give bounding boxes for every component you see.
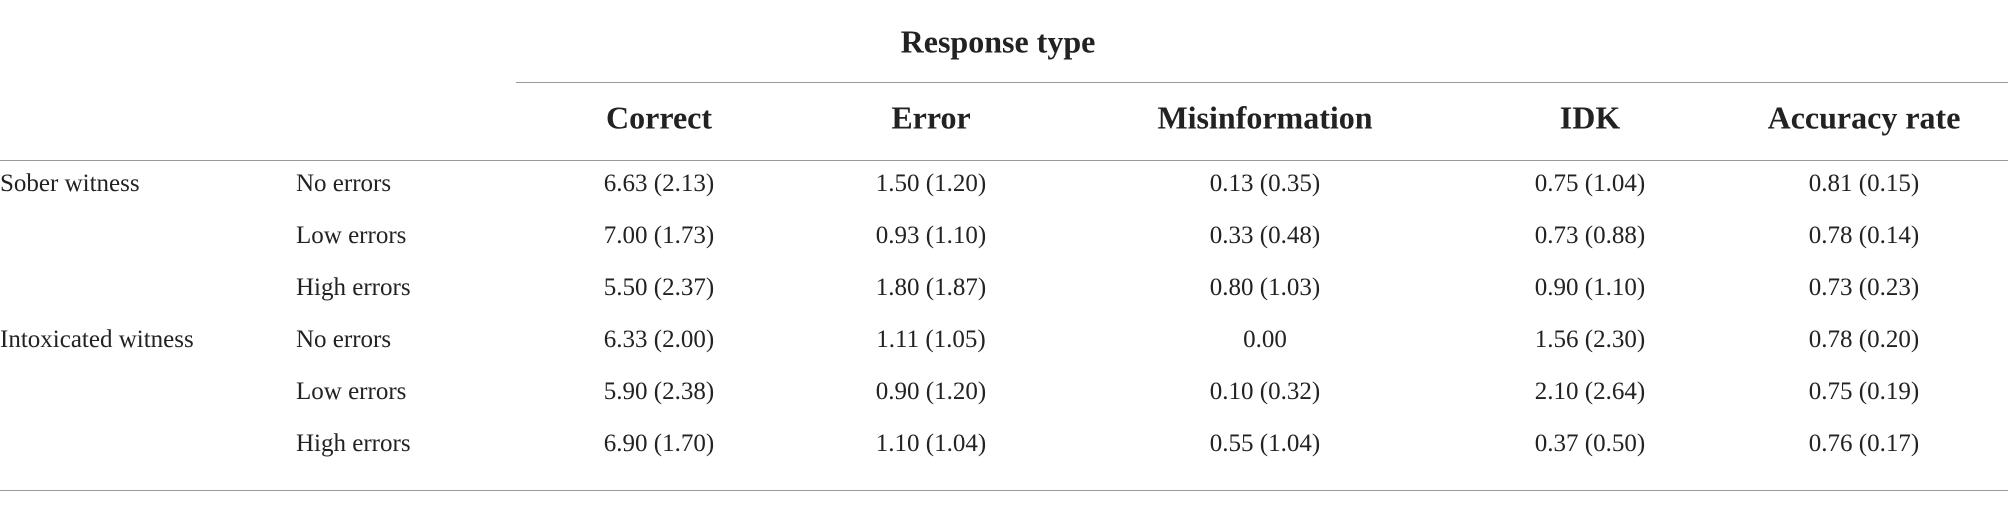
cell: 0.00 — [1243, 326, 1287, 353]
rule — [516, 82, 2008, 83]
header-title: Response type — [900, 23, 1096, 60]
cell: 0.73 (0.88) — [1534, 222, 1646, 249]
cell: 0.10 (0.32) — [1209, 378, 1321, 405]
cell: 7.00 (1.73) — [603, 222, 715, 249]
row-label: No errors — [296, 326, 392, 353]
cell: 6.90 (1.70) — [603, 430, 715, 457]
column-header: Misinformation — [1157, 99, 1373, 136]
row-label: High errors — [296, 430, 411, 457]
cell: 1.50 (1.20) — [875, 170, 987, 197]
cell: 0.80 (1.03) — [1209, 274, 1321, 301]
row-label: Low errors — [296, 222, 407, 249]
group-label: Sober witness — [0, 170, 140, 197]
row-label: High errors — [296, 274, 411, 301]
cell: 0.90 (1.10) — [1534, 274, 1646, 301]
cell: 1.56 (2.30) — [1534, 326, 1646, 353]
cell: 0.33 (0.48) — [1209, 222, 1321, 249]
cell: 0.37 (0.50) — [1534, 430, 1646, 457]
cell: 0.75 (1.04) — [1534, 170, 1646, 197]
cell: 0.78 (0.20) — [1808, 326, 1920, 353]
cell: 1.10 (1.04) — [875, 430, 987, 457]
row-label: Low errors — [296, 378, 407, 405]
cell: 0.81 (0.15) — [1808, 170, 1920, 197]
group-label: Intoxicated witness — [0, 326, 194, 353]
cell: 0.93 (1.10) — [875, 222, 987, 249]
row-label: No errors — [296, 170, 392, 197]
cell: 5.90 (2.38) — [603, 378, 715, 405]
cell: 0.76 (0.17) — [1808, 430, 1920, 457]
column-header: IDK — [1559, 99, 1621, 136]
cell: 2.10 (2.64) — [1534, 378, 1646, 405]
cell: 0.78 (0.14) — [1808, 222, 1920, 249]
cell: 0.90 (1.20) — [875, 378, 987, 405]
cell: 1.11 (1.05) — [876, 326, 986, 353]
column-header: Accuracy rate — [1767, 99, 1961, 136]
cell: 6.63 (2.13) — [603, 170, 715, 197]
cell: 1.80 (1.87) — [875, 274, 987, 301]
cell: 5.50 (2.37) — [603, 274, 715, 301]
cell: 0.13 (0.35) — [1209, 170, 1321, 197]
cell: 0.73 (0.23) — [1808, 274, 1920, 301]
column-header: Correct — [606, 99, 712, 136]
rule — [0, 490, 2008, 491]
cell: 0.55 (1.04) — [1209, 430, 1321, 457]
cell: 0.75 (0.19) — [1808, 378, 1920, 405]
column-header: Error — [891, 99, 971, 136]
rule — [0, 160, 2008, 161]
cell: 6.33 (2.00) — [603, 326, 715, 353]
